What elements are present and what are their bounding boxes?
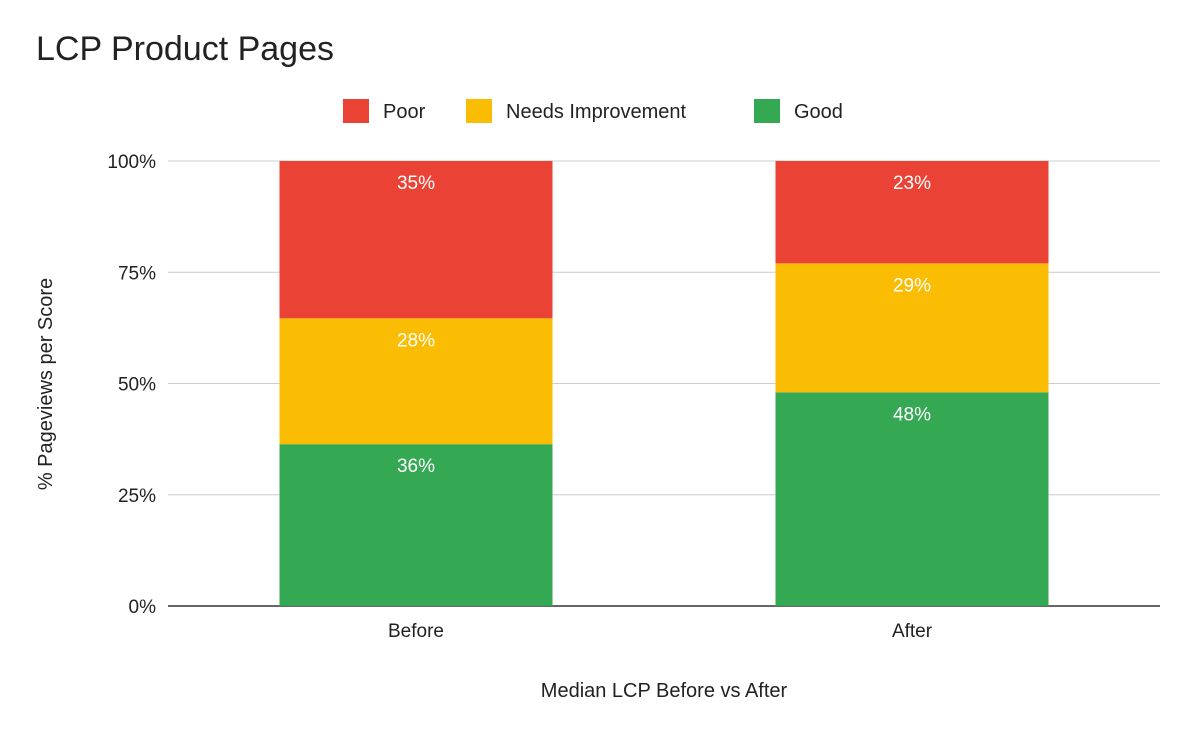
bar-segment-needs-improvement: [775, 263, 1049, 393]
data-label: 35%: [397, 173, 435, 194]
bar-segment-good: [775, 392, 1049, 606]
legend-label: Needs Improvement: [506, 101, 687, 123]
data-label: 28%: [397, 330, 435, 351]
bar-segment-good: [279, 444, 553, 606]
bar-segment-poor: [279, 161, 553, 319]
legend-swatch: [343, 99, 369, 123]
bar-segment-needs-improvement: [279, 318, 553, 445]
x-tick-label: Before: [388, 621, 444, 642]
legend-swatch: [466, 99, 492, 123]
y-tick-label: 75%: [118, 263, 156, 284]
y-tick-label: 100%: [107, 152, 156, 173]
data-label: 48%: [893, 404, 931, 425]
y-axis-title: % Pageviews per Score: [35, 278, 57, 490]
y-tick-label: 25%: [118, 486, 156, 507]
x-axis-title: Median LCP Before vs After: [541, 680, 788, 702]
x-tick-label: After: [892, 621, 933, 642]
data-label: 29%: [893, 275, 931, 296]
chart-title: LCP Product Pages: [36, 30, 334, 68]
bar-segment-poor: [775, 161, 1049, 264]
legend-swatch: [754, 99, 780, 123]
legend-label: Good: [794, 101, 843, 123]
y-tick-label: 0%: [129, 597, 157, 618]
data-label: 23%: [893, 173, 931, 194]
legend-item-poor[interactable]: Poor: [343, 99, 426, 123]
legend-item-good[interactable]: Good: [754, 99, 843, 123]
legend-item-needs-improvement[interactable]: Needs Improvement: [466, 99, 687, 123]
data-label: 36%: [397, 456, 435, 477]
legend-label: Poor: [383, 101, 426, 123]
y-tick-label: 50%: [118, 375, 156, 396]
